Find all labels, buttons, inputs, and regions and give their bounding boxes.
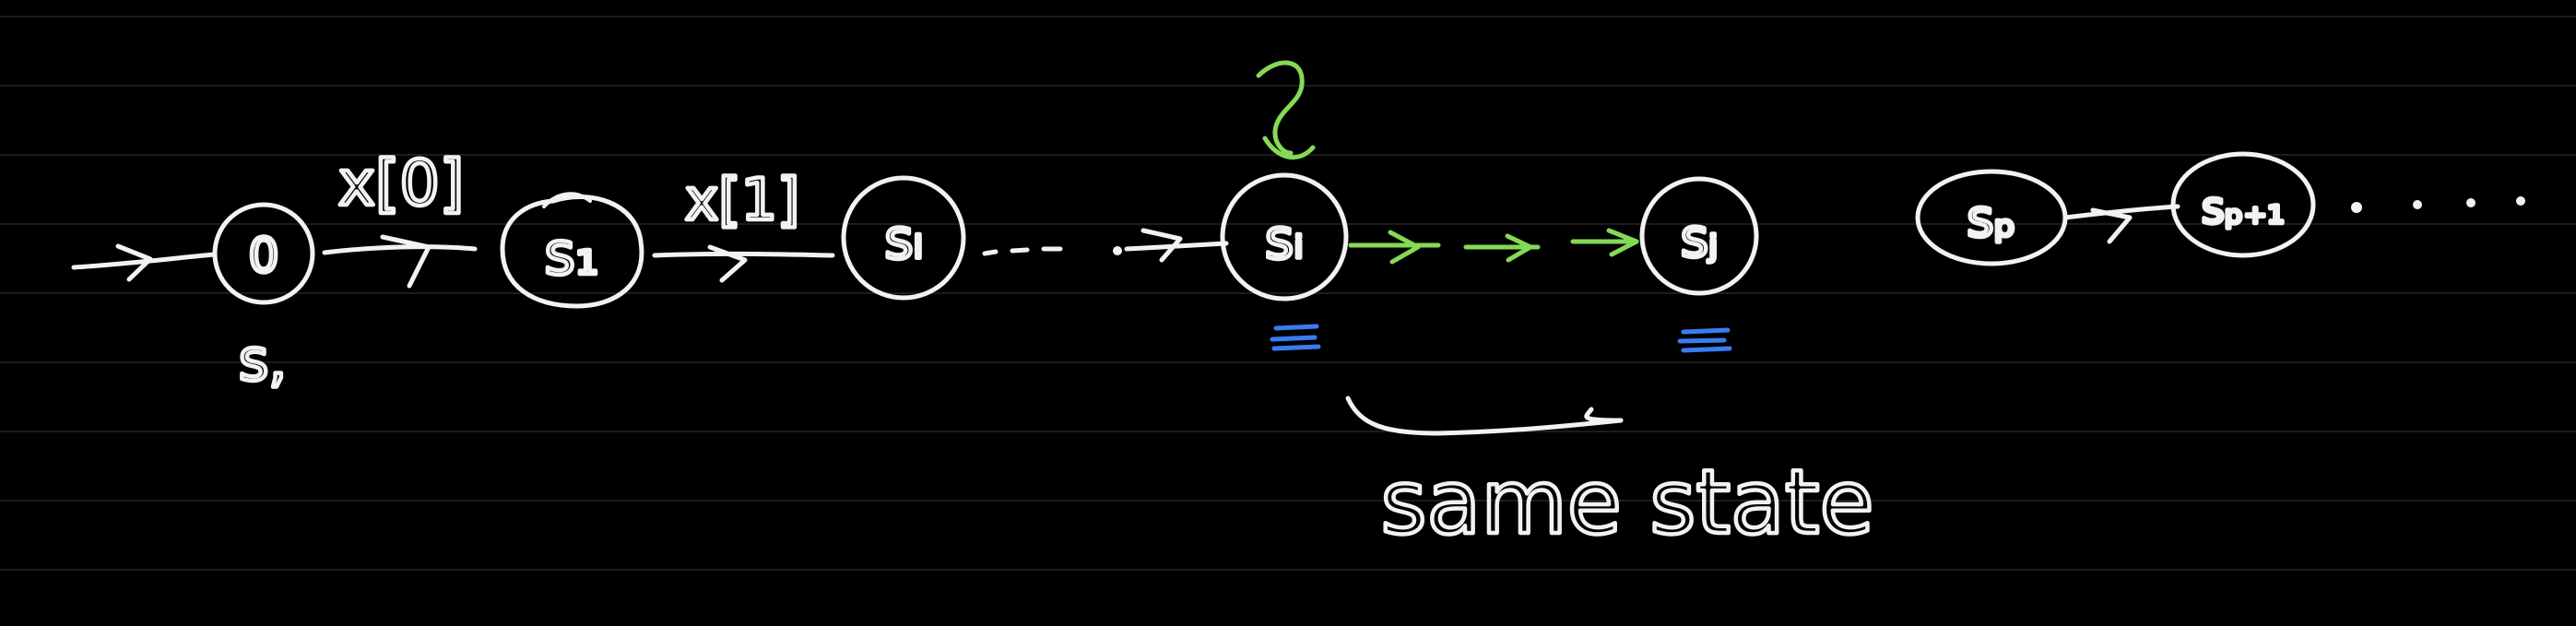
state-si: sᵢ bbox=[1220, 172, 1349, 301]
edge-x0-label: x[0] bbox=[338, 148, 465, 220]
ellipsis-dot bbox=[2516, 196, 2525, 206]
state-s2: sₗ bbox=[841, 175, 966, 301]
start-arrow bbox=[71, 243, 217, 282]
state-sp: sₚ bbox=[1915, 169, 2068, 266]
question-annotation bbox=[1256, 60, 1316, 159]
state-start: 0 bbox=[212, 202, 315, 305]
state-sp1-label: sₚ₊₁ bbox=[2202, 183, 2285, 234]
edge-x1-label: x[1] bbox=[685, 166, 800, 233]
sj-highlight-marks bbox=[1677, 327, 1732, 353]
green-transitions bbox=[1348, 228, 1639, 265]
ellipsis-dot bbox=[1113, 246, 1122, 255]
ellipsis-dot bbox=[2413, 200, 2422, 209]
state-sp-label: sₚ bbox=[1967, 189, 2015, 249]
state-sj-label: sⱼ bbox=[1681, 207, 1718, 269]
ellipsis-dot bbox=[2351, 202, 2362, 213]
same-state-bracket bbox=[1345, 396, 1624, 436]
state-s2-label: sₗ bbox=[884, 207, 922, 272]
state-start-label: 0 bbox=[248, 229, 278, 284]
state-s1-label: s₁ bbox=[545, 220, 599, 289]
start-state-caption: s, bbox=[239, 326, 287, 394]
si-highlight-marks bbox=[1270, 324, 1321, 351]
ruled-lines bbox=[0, 16, 2576, 571]
edge-x1: x[1] bbox=[652, 164, 835, 283]
bracket-caption: same state bbox=[1380, 451, 1873, 554]
state-sp1: sₚ₊₁ bbox=[2170, 151, 2316, 258]
continuation-dashes bbox=[982, 228, 1229, 263]
edge-x0: x[0] bbox=[322, 146, 478, 289]
state-sj: sⱼ bbox=[1639, 176, 1759, 296]
edge-sp-sp1 bbox=[2062, 204, 2180, 244]
state-si-label: sᵢ bbox=[1265, 207, 1304, 272]
ellipsis-dot bbox=[2466, 198, 2476, 207]
trailing-ellipsis bbox=[2351, 196, 2525, 213]
state-s1: s₁ bbox=[500, 192, 644, 309]
